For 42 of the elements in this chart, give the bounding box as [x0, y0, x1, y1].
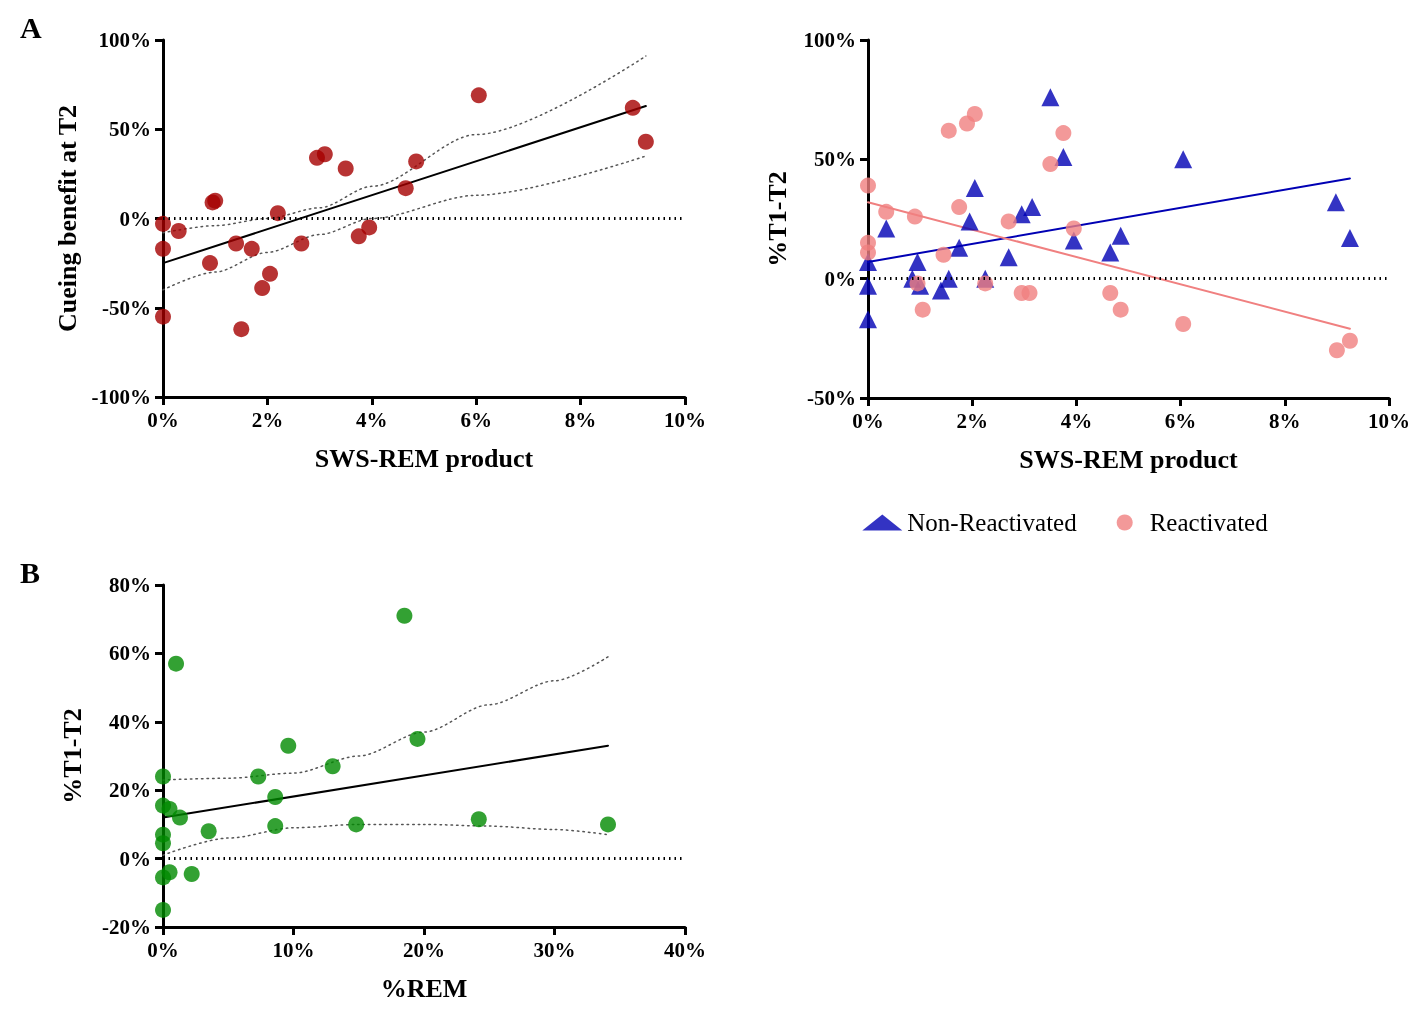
x-tick-label: 4% [356, 407, 388, 432]
y-tick-label: 80% [109, 573, 151, 597]
y-tick-label: 0% [119, 206, 151, 231]
y-tick-label: -20% [102, 915, 151, 939]
y-tick-label: 50% [814, 147, 856, 172]
y-tick-label: 100% [803, 28, 856, 52]
y-tick-label: 0% [119, 846, 151, 871]
text: A [20, 10, 42, 44]
x-tick-label: 30% [533, 937, 576, 962]
y-tick-label: 60% [109, 641, 151, 666]
x-tick-label: 2% [251, 407, 284, 432]
y-tick-label: 20% [109, 778, 151, 803]
text: B [20, 555, 41, 589]
y-axis-title: %T1-T2 [762, 171, 792, 267]
x-axis-title: SWS-REM product [314, 443, 534, 473]
x-tick-label: 20% [403, 937, 445, 962]
x-tick-label: 2% [956, 408, 988, 433]
y-tick-label: 40% [109, 709, 151, 734]
x-tick-label: 8% [564, 407, 597, 432]
x-tick-label: 0% [147, 407, 179, 432]
y-axis-title: %T1-T2 [57, 708, 87, 804]
x-tick-label: 10% [272, 937, 315, 962]
y-tick-label: -50% [807, 386, 856, 410]
y-tick-label: -50% [102, 295, 151, 320]
y-axis-title: Cueing benefit at T2 [53, 104, 83, 333]
x-tick-label: 6% [460, 407, 492, 432]
x-tick-label: 6% [1164, 408, 1197, 433]
y-tick-label: 100% [98, 28, 151, 52]
y-tick-label: -100% [91, 385, 151, 409]
x-tick-label: 4% [1060, 408, 1093, 433]
x-axis-title: %REM [380, 973, 468, 1003]
y-tick-label: 50% [109, 117, 151, 142]
x-tick-label: 0% [852, 408, 884, 433]
x-tick-label: 10% [1368, 408, 1409, 433]
legend-label: Non-Reactivated [907, 509, 1078, 536]
x-tick-label: 40% [664, 937, 706, 962]
x-tick-label: 10% [664, 407, 706, 432]
legend-label: Reactivated [1149, 509, 1269, 536]
y-tick-label: 0% [824, 266, 856, 291]
x-axis-title: SWS-REM product [1019, 444, 1239, 474]
x-tick-label: 8% [1269, 408, 1301, 433]
x-tick-label: 0% [147, 937, 179, 962]
